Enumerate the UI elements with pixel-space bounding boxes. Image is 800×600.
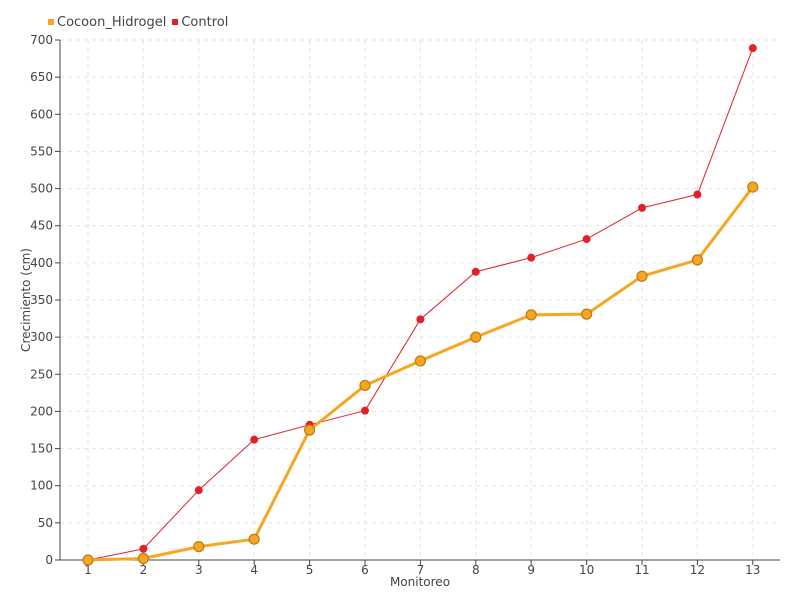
x-tick-label: 6 bbox=[361, 563, 369, 577]
y-tick-label: 50 bbox=[38, 516, 53, 530]
x-tick-label: 12 bbox=[690, 563, 705, 577]
y-tick-label: 450 bbox=[30, 219, 53, 233]
y-tick-label: 200 bbox=[30, 404, 53, 418]
x-tick-label: 8 bbox=[472, 563, 480, 577]
axes bbox=[55, 39, 780, 565]
data-point-control bbox=[139, 544, 148, 553]
data-point-control bbox=[361, 406, 369, 415]
x-tick-label: 13 bbox=[745, 563, 760, 577]
data-point-cocoon-hidrogel bbox=[525, 309, 537, 321]
legend-item-cocoon-hidrogel[interactable]: Cocoon_Hidrogel bbox=[48, 15, 166, 30]
data-point-control bbox=[250, 435, 259, 444]
data-point-cocoon-hidrogel bbox=[359, 379, 371, 392]
data-point-cocoon-hidrogel bbox=[414, 355, 426, 367]
y-tick-label: 250 bbox=[30, 367, 53, 381]
data-point-cocoon-hidrogel bbox=[691, 254, 704, 266]
x-tick-label: 7 bbox=[417, 563, 425, 577]
data-point-cocoon-hidrogel bbox=[82, 554, 94, 566]
x-tick-label: 10 bbox=[579, 563, 594, 577]
y-tick-label: 700 bbox=[30, 33, 53, 47]
data-point-cocoon-hidrogel bbox=[193, 541, 205, 553]
y-tick-label: 600 bbox=[30, 107, 53, 121]
tick-labels: 0 50 100 150 200 250 300 350 400 450 500 550 600 650 7… bbox=[30, 33, 760, 577]
chart-legend: Cocoon_Hidrogel Control bbox=[48, 12, 234, 32]
x-tick-label: 2 bbox=[140, 563, 148, 577]
y-tick-label: 350 bbox=[30, 293, 53, 307]
data-point-cocoon-hidrogel bbox=[137, 552, 149, 565]
data-point-cocoon-hidrogel bbox=[248, 533, 260, 545]
data-point-cocoon-hidrogel bbox=[747, 181, 759, 193]
data-point-control bbox=[693, 190, 702, 199]
x-tick-label: 1 bbox=[84, 563, 92, 577]
legend-swatch-control bbox=[172, 19, 179, 25]
y-tick-label: 400 bbox=[30, 256, 53, 270]
x-tick-label: 3 bbox=[195, 563, 203, 577]
data-point-cocoon-hidrogel bbox=[470, 331, 482, 343]
data-point-cocoon-hidrogel bbox=[636, 270, 648, 282]
data-point-control bbox=[582, 235, 591, 244]
y-tick-label: 100 bbox=[30, 479, 53, 493]
data-point-cocoon-hidrogel bbox=[304, 424, 316, 436]
data-point-control bbox=[748, 44, 757, 53]
y-tick-label: 500 bbox=[30, 182, 53, 196]
legend-label-cocoon-hidrogel: Cocoon_Hidrogel bbox=[57, 14, 167, 30]
data-point-control bbox=[527, 253, 536, 262]
legend-label-control: Control bbox=[181, 14, 229, 30]
x-tick-label: 5 bbox=[306, 563, 314, 577]
y-tick-label: 650 bbox=[30, 70, 53, 84]
data-point-control bbox=[194, 486, 203, 495]
data-point-control bbox=[416, 315, 425, 324]
y-axis-title: Crecimiento (cm) bbox=[19, 248, 33, 352]
x-axis-title: Monitoreo bbox=[390, 575, 450, 589]
y-tick-label: 0 bbox=[45, 553, 53, 567]
legend-swatch-cocoon-hidrogel bbox=[48, 19, 54, 25]
x-tick-label: 11 bbox=[634, 563, 649, 577]
x-tick-label: 4 bbox=[250, 563, 258, 577]
y-tick-label: 150 bbox=[30, 442, 53, 456]
series-layer bbox=[82, 44, 759, 566]
grid bbox=[60, 39, 780, 560]
legend-item-control[interactable]: Control bbox=[172, 15, 228, 30]
data-point-control bbox=[471, 267, 480, 276]
data-point-cocoon-hidrogel bbox=[580, 308, 593, 320]
y-tick-label: 300 bbox=[30, 330, 53, 344]
data-point-control bbox=[638, 203, 646, 212]
x-tick-label: 9 bbox=[527, 563, 535, 577]
y-tick-label: 550 bbox=[30, 144, 53, 158]
